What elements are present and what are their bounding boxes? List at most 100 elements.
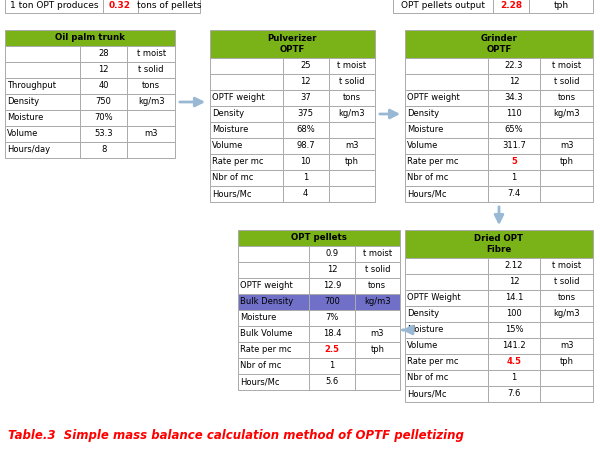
Bar: [329, 138, 375, 154]
Text: Volume: Volume: [407, 141, 439, 150]
Bar: [238, 294, 309, 310]
Bar: [127, 142, 175, 158]
Text: t moist: t moist: [363, 249, 392, 258]
Text: tph: tph: [560, 158, 574, 166]
Text: tons: tons: [343, 94, 361, 103]
Bar: [405, 58, 488, 74]
Bar: [405, 386, 488, 402]
Bar: [238, 342, 309, 358]
Bar: [80, 94, 127, 110]
Text: Volume: Volume: [407, 342, 439, 351]
Bar: [488, 170, 541, 186]
Bar: [5, 78, 80, 94]
Text: 4: 4: [303, 189, 308, 198]
Text: Nbr of mc: Nbr of mc: [407, 374, 448, 382]
Bar: [309, 342, 355, 358]
Bar: [405, 354, 488, 370]
Text: Nbr of mc: Nbr of mc: [212, 174, 253, 183]
Bar: [405, 258, 488, 274]
Bar: [488, 106, 541, 122]
Bar: [355, 374, 400, 390]
Text: Dried OPT
Fibre: Dried OPT Fibre: [475, 234, 523, 254]
Text: Pulverizer
OPTF: Pulverizer OPTF: [268, 34, 317, 54]
Bar: [488, 186, 541, 202]
Bar: [405, 370, 488, 386]
Text: 25: 25: [301, 62, 311, 71]
Bar: [210, 30, 375, 58]
Bar: [329, 170, 375, 186]
Text: Volume: Volume: [212, 141, 244, 150]
Bar: [210, 106, 283, 122]
Bar: [488, 122, 541, 138]
Bar: [355, 310, 400, 326]
Bar: [80, 126, 127, 142]
Bar: [541, 370, 593, 386]
Bar: [238, 358, 309, 374]
Bar: [329, 122, 375, 138]
Bar: [488, 322, 541, 338]
Bar: [5, 0, 103, 13]
Text: kg/m3: kg/m3: [138, 98, 164, 107]
Bar: [329, 74, 375, 90]
Text: 2.5: 2.5: [325, 346, 340, 355]
Text: 0.32: 0.32: [109, 1, 131, 10]
Bar: [127, 62, 175, 78]
Text: Hours/Mc: Hours/Mc: [240, 378, 280, 387]
Bar: [355, 358, 400, 374]
Bar: [488, 306, 541, 322]
Text: Nbr of mc: Nbr of mc: [240, 361, 281, 370]
Text: t moist: t moist: [552, 261, 581, 270]
Bar: [127, 126, 175, 142]
Text: Grinder
OPTF: Grinder OPTF: [481, 34, 517, 54]
Text: Moisture: Moisture: [7, 113, 43, 122]
Bar: [488, 258, 541, 274]
Text: 7.6: 7.6: [508, 390, 521, 399]
Text: m3: m3: [145, 130, 158, 139]
Text: Rate per mc: Rate per mc: [240, 346, 292, 355]
Text: t solid: t solid: [554, 278, 580, 287]
Bar: [238, 230, 400, 246]
Bar: [488, 354, 541, 370]
Text: Density: Density: [7, 98, 39, 107]
Text: t moist: t moist: [337, 62, 367, 71]
Text: 7%: 7%: [325, 314, 338, 323]
Bar: [80, 142, 127, 158]
Bar: [405, 154, 488, 170]
Bar: [283, 74, 329, 90]
Text: OPT pellets output: OPT pellets output: [401, 1, 485, 10]
Bar: [488, 290, 541, 306]
Bar: [488, 386, 541, 402]
Bar: [5, 94, 80, 110]
Bar: [238, 278, 309, 294]
Bar: [309, 294, 355, 310]
Bar: [541, 258, 593, 274]
Bar: [283, 154, 329, 170]
Bar: [283, 90, 329, 106]
Bar: [238, 262, 309, 278]
Text: OPT pellets: OPT pellets: [291, 234, 347, 243]
Text: Hours/Mc: Hours/Mc: [212, 189, 251, 198]
Bar: [405, 122, 488, 138]
Bar: [283, 106, 329, 122]
Bar: [80, 46, 127, 62]
Bar: [238, 310, 309, 326]
Bar: [493, 0, 529, 13]
Bar: [329, 154, 375, 170]
Bar: [283, 58, 329, 74]
Bar: [541, 122, 593, 138]
Bar: [405, 186, 488, 202]
Bar: [5, 30, 175, 46]
Text: Hours/day: Hours/day: [7, 145, 50, 154]
Text: 100: 100: [506, 310, 522, 319]
Text: kg/m3: kg/m3: [338, 109, 365, 118]
Text: 141.2: 141.2: [502, 342, 526, 351]
Text: m3: m3: [371, 329, 384, 338]
Text: 12: 12: [509, 278, 519, 287]
Bar: [541, 306, 593, 322]
Text: Moisture: Moisture: [407, 325, 443, 334]
Text: 14.1: 14.1: [505, 293, 523, 302]
Text: Nbr of mc: Nbr of mc: [407, 174, 448, 183]
Bar: [210, 74, 283, 90]
Bar: [405, 322, 488, 338]
Bar: [405, 230, 593, 258]
